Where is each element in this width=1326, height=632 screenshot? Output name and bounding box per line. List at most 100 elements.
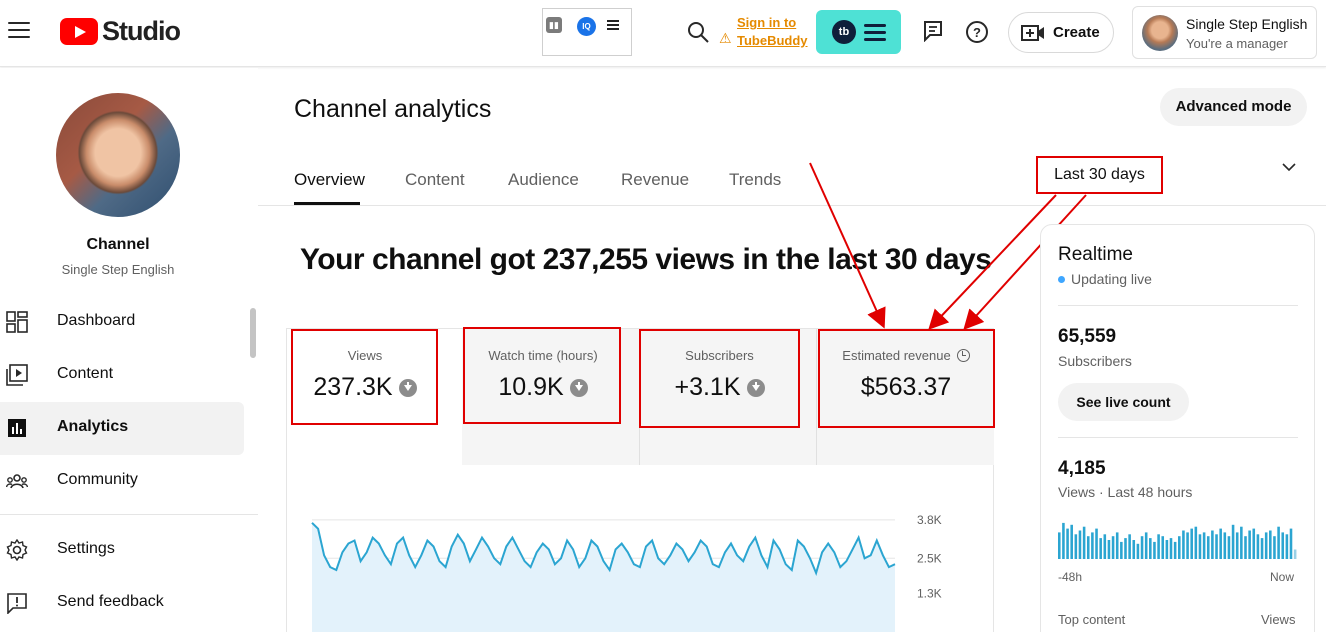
realtime-bar[interactable] [1124,538,1127,559]
realtime-bar[interactable] [1091,532,1094,559]
realtime-bar[interactable] [1070,524,1073,559]
realtime-bar[interactable] [1149,538,1152,559]
realtime-bar[interactable] [1173,541,1177,559]
top-content-label: Top content [1058,612,1126,627]
realtime-bar[interactable] [1219,528,1222,559]
tab-audience[interactable]: Audience [508,170,579,189]
bar-chart-extension-icon[interactable]: ▮▮ [546,17,562,33]
vidiq-extension-icon[interactable]: IQ [577,17,596,36]
realtime-bar[interactable] [1103,534,1107,559]
chevron-down-icon[interactable] [1282,160,1296,174]
realtime-bar[interactable] [1153,541,1156,559]
realtime-bar[interactable] [1186,532,1189,559]
views-chart: 3.8K 2.5K 1.3K [311,513,942,632]
realtime-bar[interactable] [1136,543,1140,559]
realtime-bar[interactable] [1169,538,1173,559]
metric-strip [462,329,994,465]
realtime-bar[interactable] [1144,532,1148,559]
realtime-bar[interactable] [1231,524,1235,559]
realtime-bar[interactable] [1273,536,1276,559]
realtime-bar[interactable] [1095,528,1098,559]
realtime-bar[interactable] [1120,541,1123,559]
sidebar-item-dashboard[interactable]: Dashboard [0,296,244,349]
help-icon[interactable]: ? [965,20,989,44]
tab-trends[interactable]: Trends [729,170,782,189]
realtime-bar[interactable] [1198,534,1202,559]
realtime-bar[interactable] [1082,526,1086,559]
realtime-bar[interactable] [1240,526,1243,559]
realtime-bar[interactable] [1202,532,1206,559]
realtime-bar[interactable] [1086,536,1090,559]
realtime-bar[interactable] [1211,530,1214,560]
sidebar-item-send-feedback[interactable]: Send feedback [0,577,244,630]
tab-revenue[interactable]: Revenue [621,170,690,189]
realtime-bar[interactable] [1289,528,1293,559]
sidebar-scrollbar[interactable] [250,308,256,358]
tab-content[interactable]: Content [405,170,465,189]
realtime-bar[interactable] [1244,536,1247,559]
create-button[interactable]: Create [1008,12,1114,53]
realtime-bar[interactable] [1107,540,1111,559]
realtime-bar[interactable] [1165,540,1169,559]
realtime-bar[interactable] [1058,532,1061,559]
realtime-bar[interactable] [1157,534,1160,559]
realtime-bar[interactable] [1066,528,1069,559]
realtime-bar[interactable] [1062,522,1065,559]
realtime-bar[interactable] [1161,536,1165,559]
realtime-bar[interactable] [1281,532,1285,559]
extension-menu-icon[interactable] [607,20,619,31]
sidebar-bottom-nav: Settings Send feedback [0,524,244,630]
realtime-bar[interactable] [1248,530,1251,560]
metric-watch-time[interactable]: Watch time (hours) 10.9K [465,348,621,402]
realtime-bar[interactable] [1132,540,1136,559]
realtime-bar[interactable] [1223,532,1227,559]
realtime-bar[interactable] [1215,534,1218,559]
tab-overview[interactable]: Overview [294,170,365,189]
channel-avatar[interactable] [56,93,180,217]
realtime-bar[interactable] [1206,536,1210,559]
tubebuddy-logo-icon: tb [832,20,856,44]
top-bar: Studio ▮▮ IQ ⚠ Sign in to TubeBuddy tb ? [0,0,1326,67]
realtime-views-label: Views · Last 48 hours [1058,484,1193,500]
tubebuddy-sign-in-link[interactable]: ⚠ Sign in to TubeBuddy [719,14,808,50]
realtime-bar[interactable] [1235,532,1239,559]
realtime-bar[interactable] [1285,534,1289,559]
realtime-bar[interactable] [1293,549,1297,560]
realtime-bar[interactable] [1078,530,1082,560]
realtime-bar[interactable] [1128,534,1131,559]
sidebar-item-community[interactable]: Community [0,455,244,508]
metric-estimated-revenue[interactable]: Estimated revenue $563.37 [818,348,994,402]
studio-logo[interactable]: Studio [60,15,181,47]
sidebar-item-settings[interactable]: Settings [0,524,244,577]
advanced-mode-button[interactable]: Advanced mode [1160,88,1307,126]
realtime-bar[interactable] [1264,532,1268,559]
realtime-bar[interactable] [1194,526,1198,559]
realtime-bar[interactable] [1269,530,1272,560]
tubebuddy-menu-button[interactable]: tb [816,10,901,54]
realtime-bar[interactable] [1115,532,1119,559]
realtime-bar[interactable] [1111,536,1115,559]
see-live-count-button[interactable]: See live count [1058,383,1189,421]
realtime-bar[interactable] [1182,530,1185,560]
account-switcher[interactable]: Single Step English You're a manager [1132,6,1317,59]
sidebar-item-content[interactable]: Content [0,349,244,402]
chart-y-tick-label: 2.5K [917,551,942,565]
metric-views[interactable]: Views 237.3K [292,348,438,402]
realtime-bar[interactable] [1099,538,1102,559]
realtime-bar[interactable] [1260,538,1264,559]
menu-icon[interactable] [8,22,30,40]
metric-subscribers[interactable]: Subscribers +3.1K [640,348,799,402]
sidebar-item-analytics[interactable]: Analytics [0,402,244,455]
date-range-selector[interactable]: Last 30 days [1036,156,1163,194]
realtime-bar[interactable] [1252,528,1256,559]
realtime-bar[interactable] [1178,536,1181,559]
realtime-bar[interactable] [1256,534,1260,559]
realtime-bar[interactable] [1227,536,1231,559]
realtime-bar[interactable] [1140,536,1144,559]
metric-value: +3.1K [674,373,741,401]
realtime-bar[interactable] [1074,534,1078,559]
feedback-icon[interactable] [922,20,944,42]
realtime-bar[interactable] [1190,528,1193,559]
realtime-bar[interactable] [1277,526,1280,559]
search-icon[interactable] [686,20,710,44]
